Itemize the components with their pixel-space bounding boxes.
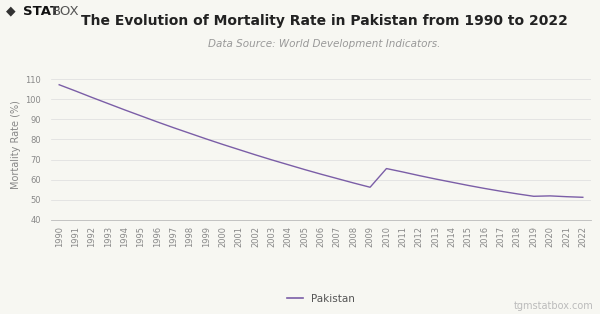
Text: Data Source: World Development Indicators.: Data Source: World Development Indicator…	[208, 39, 440, 49]
Text: tgmstatbox.com: tgmstatbox.com	[514, 301, 594, 311]
Text: ◆: ◆	[6, 5, 16, 18]
Text: STAT: STAT	[23, 5, 59, 18]
Y-axis label: Mortality Rate (%): Mortality Rate (%)	[11, 100, 22, 189]
Legend: Pakistan: Pakistan	[283, 290, 359, 308]
Text: BOX: BOX	[52, 5, 79, 18]
Text: The Evolution of Mortality Rate in Pakistan from 1990 to 2022: The Evolution of Mortality Rate in Pakis…	[80, 14, 568, 28]
